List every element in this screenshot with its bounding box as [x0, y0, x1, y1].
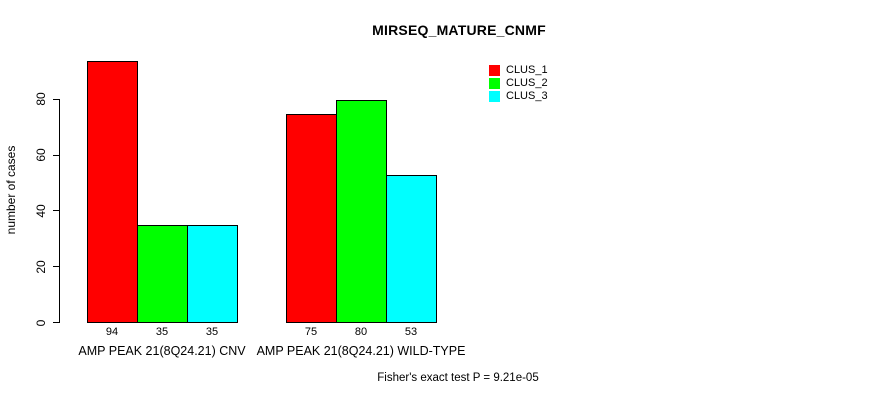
category-label: AMP PEAK 21(8Q24.21) CNV	[78, 344, 246, 358]
bar-clus_1-group1	[87, 60, 138, 323]
bar-value-label: 94	[105, 326, 119, 338]
bar-value-label: 35	[205, 326, 219, 338]
legend-label: CLUS_3	[506, 90, 548, 102]
bar-clus_3-group1	[187, 224, 238, 323]
bar-value-label: 75	[304, 326, 318, 338]
y-tick	[53, 266, 59, 268]
bar-clus_2-group1	[137, 224, 188, 323]
annotation-text: Fisher's exact test P = 9.21e-05	[377, 372, 539, 384]
y-tick	[53, 322, 59, 323]
chart-title: MIRSEQ_MATURE_CNMF	[372, 22, 546, 38]
category-label: AMP PEAK 21(8Q24.21) WILD-TYPE	[256, 344, 466, 358]
y-tick	[53, 210, 59, 212]
bar-value-label: 80	[354, 326, 368, 338]
y-tick-label: 0	[34, 319, 48, 326]
y-axis-line	[59, 99, 60, 323]
legend-label: CLUS_1	[506, 64, 548, 76]
bar-clus_1-group2	[286, 113, 337, 323]
bar-clus_2-group2	[336, 99, 387, 323]
legend-swatch-clus_3	[489, 91, 500, 102]
y-tick	[53, 154, 59, 156]
y-tick-label: 80	[34, 92, 48, 106]
y-tick-label: 60	[34, 148, 48, 162]
bar-value-label: 53	[404, 326, 418, 338]
legend-swatch-clus_1	[489, 65, 500, 76]
legend-swatch-clus_2	[489, 78, 500, 89]
y-axis-title: number of cases	[4, 145, 18, 235]
bar-value-label: 35	[155, 326, 169, 338]
y-tick-label: 40	[34, 204, 48, 218]
legend-label: CLUS_2	[506, 77, 548, 89]
y-tick	[53, 98, 59, 100]
y-tick-label: 20	[34, 260, 48, 274]
bar-clus_3-group2	[386, 174, 437, 323]
